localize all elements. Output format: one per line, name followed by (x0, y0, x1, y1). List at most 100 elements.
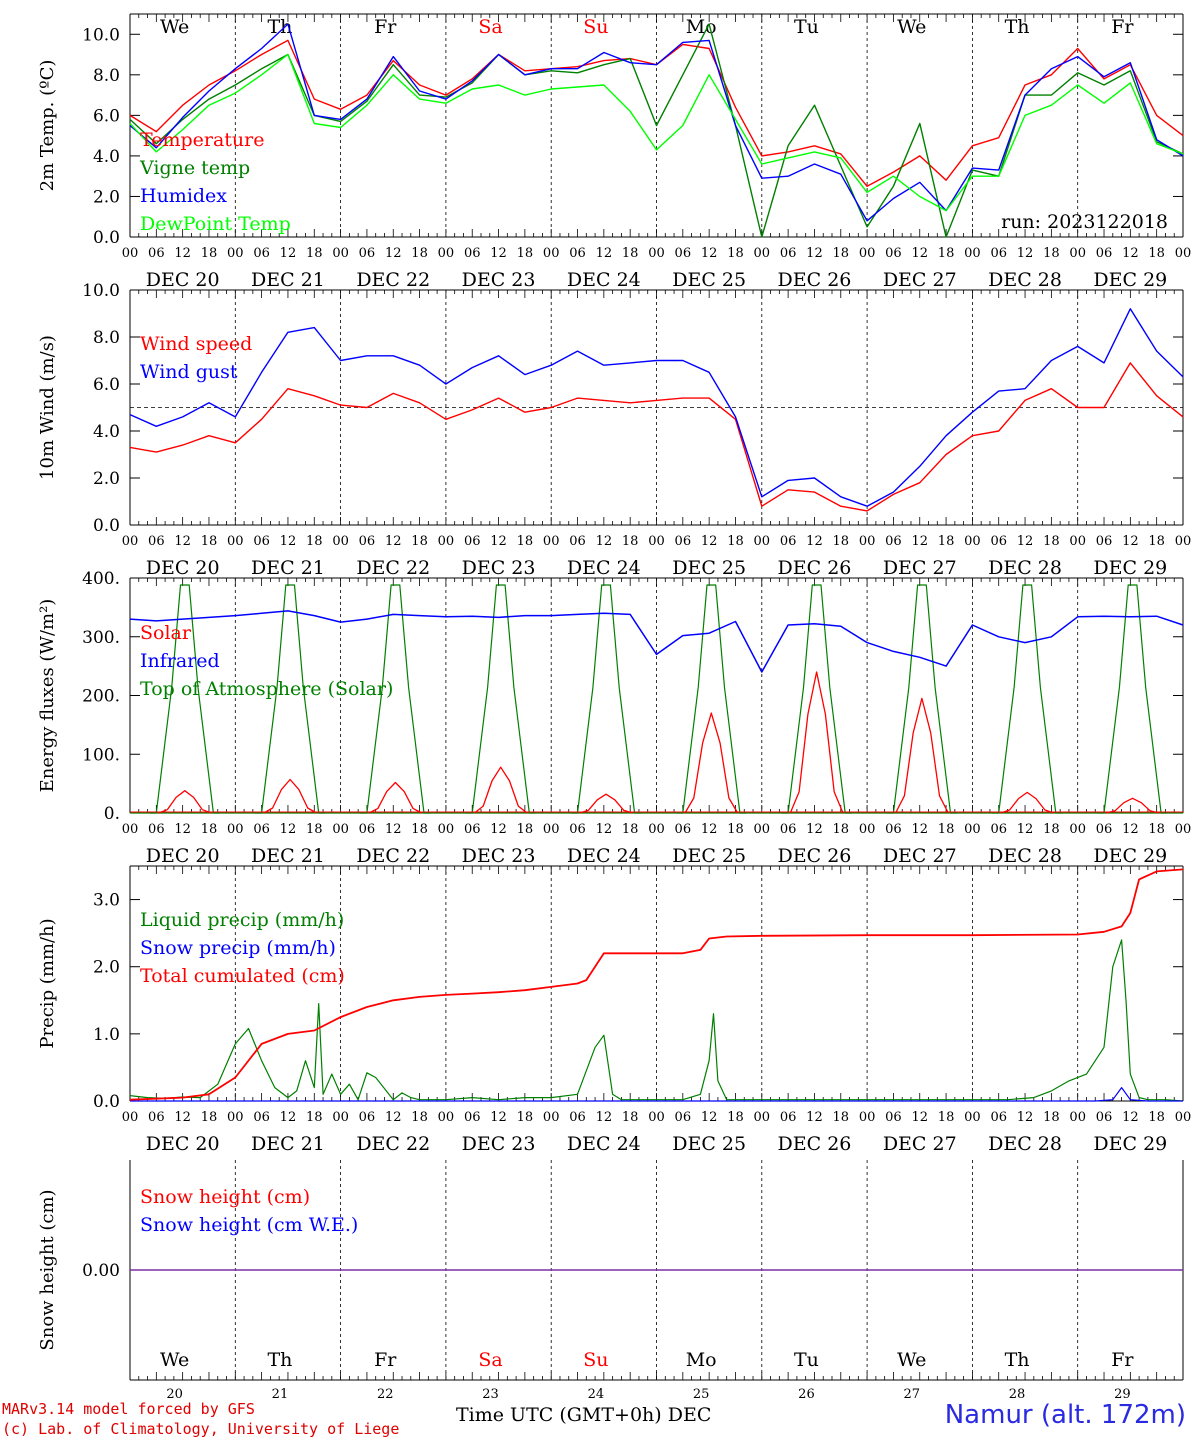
y-tick-label: 0.00 (82, 1261, 120, 1281)
hour-tick-label: 18 (306, 534, 323, 549)
legend-vigne-temp: Vigne temp (139, 157, 250, 179)
toa-solar-line (465, 584, 536, 814)
date-label: DEC 22 (356, 557, 430, 579)
hour-tick-label: 00 (543, 822, 560, 837)
date-label: DEC 25 (672, 557, 746, 579)
hour-tick-label: 00 (438, 1110, 455, 1125)
credit-line-1: MARv3.14 model forced by GFS (2, 1400, 255, 1418)
hour-tick-label: 06 (148, 534, 165, 549)
solar-line (684, 712, 739, 814)
panel-1: 0.0 2.0 4.0 6.0 8.0 10.0 2m Temp. (ºC) We Th Fr Sa… (37, 13, 1191, 291)
y-tick-label: 8.0 (93, 328, 120, 348)
hour-tick-label: 18 (1148, 1110, 1165, 1125)
hour-tick-label: 06 (569, 1110, 586, 1125)
weekday-label: Th (267, 1349, 292, 1371)
hour-tick-label: 06 (780, 1110, 797, 1125)
date-label: DEC 23 (462, 557, 536, 579)
hour-tick-label: 06 (359, 534, 376, 549)
hour-tick-label: 00 (859, 1110, 876, 1125)
date-label: DEC 28 (988, 845, 1062, 867)
hour-tick-label: 06 (780, 822, 797, 837)
day-number-label: 22 (377, 1387, 394, 1402)
hour-tick-label: 06 (359, 246, 376, 261)
date-label: DEC 20 (146, 557, 220, 579)
solar-line (895, 697, 949, 814)
legend-wind-gust: Wind gust (140, 361, 238, 383)
hour-tick-label: 12 (490, 1110, 507, 1125)
hour-tick-label: 12 (1122, 246, 1139, 261)
weekday-label: We (160, 16, 189, 38)
hour-tick-label: 12 (385, 822, 402, 837)
hour-tick-label: 06 (990, 246, 1007, 261)
toa-solar-line (781, 584, 852, 814)
solar-line (579, 793, 633, 814)
date-label: DEC 20 (146, 1133, 220, 1155)
weekday-label: Sa (478, 16, 502, 38)
legend-infrared: Infrared (140, 650, 220, 672)
hour-tick-label: 18 (306, 246, 323, 261)
solar-line (368, 781, 423, 814)
weekday-label: Su (583, 16, 608, 38)
y-axis-title: 10m Wind (m/s) (37, 335, 58, 480)
x-axis-title: Time UTC (GMT+0h) DEC (456, 1404, 711, 1426)
hour-tick-label: 18 (833, 534, 850, 549)
hour-tick-label: 00 (754, 1110, 771, 1125)
hour-tick-label: 12 (911, 822, 928, 837)
hour-tick-label: 00 (648, 822, 665, 837)
y-tick-label: 6.0 (93, 375, 120, 395)
hour-tick-label: 12 (1017, 1110, 1034, 1125)
hour-tick-label: 12 (1122, 1110, 1139, 1125)
toa-solar-line (676, 584, 747, 814)
hour-tick-label: 00 (648, 246, 665, 261)
date-label: DEC 24 (567, 1133, 641, 1155)
hour-tick-label: 12 (385, 1110, 402, 1125)
hour-tick-label: 00 (754, 534, 771, 549)
series-line (129, 868, 1184, 1101)
series-line (129, 308, 1184, 507)
hour-tick-label: 00 (1175, 822, 1192, 837)
hour-tick-label: 00 (1069, 246, 1086, 261)
hour-tick-label: 00 (1175, 1110, 1192, 1125)
day-number-label: 21 (272, 1387, 289, 1402)
date-label: DEC 22 (356, 845, 430, 867)
panel-4: 0.0 1.0 2.0 3.0 Precip (mm/h) Liquid precip (… (37, 865, 1192, 1155)
hour-tick-label: 06 (675, 1110, 692, 1125)
date-label: DEC 25 (672, 1133, 746, 1155)
date-label: DEC 24 (567, 557, 641, 579)
date-label: DEC 26 (778, 269, 852, 291)
hour-tick-label: 00 (964, 822, 981, 837)
hour-tick-label: 06 (253, 822, 270, 837)
hour-tick-label: 06 (990, 1110, 1007, 1125)
date-label: DEC 26 (778, 557, 852, 579)
hour-tick-label: 06 (464, 534, 481, 549)
solar-line (263, 778, 317, 814)
hour-tick-label: 06 (990, 534, 1007, 549)
hour-tick-label: 00 (754, 822, 771, 837)
y-tick-label: 2.0 (93, 958, 120, 978)
hour-tick-label: 12 (1017, 534, 1034, 549)
hour-tick-label: 18 (411, 534, 428, 549)
date-label: DEC 25 (672, 845, 746, 867)
y-tick-label: 1.0 (93, 1025, 120, 1045)
hour-tick-label: 12 (490, 534, 507, 549)
hour-tick-label: 12 (490, 822, 507, 837)
hour-tick-label: 00 (543, 534, 560, 549)
weekday-label: We (897, 16, 926, 38)
hour-tick-label: 06 (675, 534, 692, 549)
toa-solar-line (1097, 584, 1168, 814)
hour-tick-label: 00 (332, 1110, 349, 1125)
hour-tick-label: 06 (148, 822, 165, 837)
hour-tick-label: 12 (596, 1110, 613, 1125)
weekday-label: Mo (686, 16, 717, 38)
date-label: DEC 29 (1093, 1133, 1167, 1155)
hour-tick-label: 00 (964, 534, 981, 549)
y-tick-label: 400. (82, 569, 120, 589)
hour-tick-label: 00 (1069, 534, 1086, 549)
legend-wind-speed: Wind speed (140, 333, 252, 355)
hour-tick-label: 18 (727, 1110, 744, 1125)
weekday-label: Th (1005, 1349, 1030, 1371)
hour-tick-label: 12 (911, 246, 928, 261)
legend-dewpoint-temp: DewPoint Temp (140, 213, 291, 235)
solar-line (789, 671, 844, 814)
date-label: DEC 22 (356, 269, 430, 291)
